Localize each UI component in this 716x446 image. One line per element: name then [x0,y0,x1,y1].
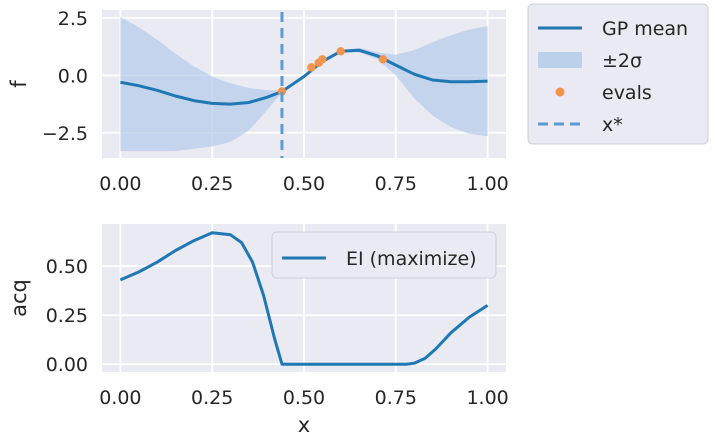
plot-area [119,231,489,366]
x-axis-label: x [298,413,310,437]
y-tick-label: 0.25 [46,305,88,327]
x-tick-label: 0.75 [375,173,417,195]
eval-point [336,47,345,56]
y-tick-label: −2.5 [42,123,88,145]
x-tick-label: 0.25 [191,173,233,195]
eval-point [318,55,327,64]
x-tick-label: 0.25 [191,387,233,409]
legend-label: EI (maximize) [346,248,477,270]
y-tick-label: 2.5 [58,8,88,30]
legend-box [527,3,709,145]
x-tick-label: 0.50 [283,387,325,409]
y-tick-label: 0.0 [58,65,88,87]
y-tick-label: 0.50 [46,256,88,278]
gp-mean-line [120,48,488,106]
y-tick-label: 0.00 [46,354,88,376]
axes-2: 0.00 0.25 0.50 0.75 1.00 0.00 0.25 0.50 acq x EI (… [7,224,509,437]
x-tick-label: 1.00 [466,173,508,195]
legend-label: ±2σ [602,50,642,72]
x-tick-label: 0.00 [99,387,141,409]
x-tick-label: 0.50 [283,173,325,195]
x-tick-label: 0.75 [375,387,417,409]
legend-label: x* [602,114,623,136]
eval-point [277,87,287,96]
legend-label: GP mean [602,18,688,40]
axes-1: 0.00 0.25 0.50 0.75 1.00 −2.5 0.0 2.5 f GP mean ±2… [7,3,709,195]
legend-label: evals [602,82,652,104]
confidence-band [120,16,488,152]
eval-point [378,55,388,64]
legend: GP mean ±2σ evals x* [527,3,709,145]
y-axis-label: acq [7,279,31,317]
eval-point [307,63,316,72]
legend-patch-handle [538,52,582,68]
legend-dot-handle [555,87,565,97]
legend: EI (maximize) [271,231,497,279]
ei-line [119,231,489,366]
x-tick-label: 1.00 [466,387,508,409]
y-axis-label: f [7,80,31,88]
legend-box [271,231,497,279]
plot-area [120,12,488,158]
x-tick-label: 0.00 [99,173,141,195]
